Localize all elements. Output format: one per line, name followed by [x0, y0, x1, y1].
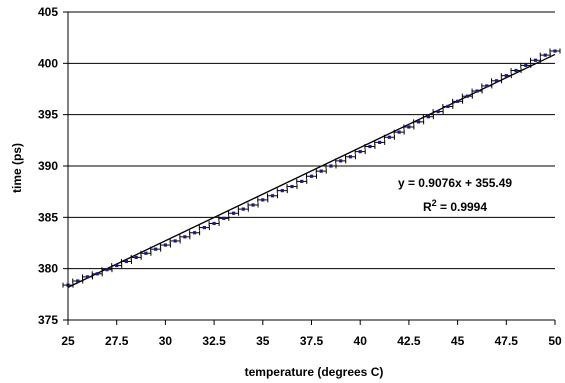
data-point — [426, 115, 430, 119]
data-point — [134, 255, 138, 259]
data-point — [309, 174, 314, 178]
data-point — [348, 155, 353, 159]
y-tick-label: 390 — [38, 159, 58, 173]
data-point — [553, 49, 557, 53]
axes — [63, 11, 556, 325]
x-tick-label: 37.5 — [300, 334, 324, 348]
data-point — [485, 84, 489, 88]
x-tick-label: 30 — [159, 334, 173, 348]
data-point — [261, 198, 265, 202]
r-squared-value: = 0.9994 — [437, 200, 488, 214]
data-point — [397, 130, 401, 134]
x-tick-label: 40 — [354, 334, 368, 348]
data-point — [407, 125, 411, 129]
data-point — [270, 194, 275, 198]
y-tick-label: 380 — [38, 262, 58, 276]
data-point — [446, 104, 450, 109]
data-point — [329, 164, 333, 168]
r-squared-prefix: R — [423, 200, 432, 214]
data-point — [524, 63, 528, 67]
data-point — [183, 235, 187, 239]
x-tick-label: 47.5 — [495, 334, 519, 348]
x-tick-label: 35 — [256, 334, 270, 348]
trendline-group — [67, 53, 556, 288]
data-point — [514, 68, 518, 73]
data-point — [85, 275, 90, 279]
x-tick-label: 45 — [451, 334, 465, 348]
y-tick-label: 375 — [38, 313, 58, 327]
data-point — [76, 279, 80, 283]
gridlines — [68, 11, 555, 270]
x-tick-labels: 25 27.5 30 32.5 35 37.5 40 42.5 45 47.5 50 — [61, 334, 562, 348]
data-point — [154, 247, 158, 251]
x-axis-label: temperature (degrees C) — [245, 365, 384, 379]
x-tick-label: 32.5 — [202, 334, 226, 348]
data-point — [280, 189, 284, 193]
x-tick-label: 25 — [61, 334, 75, 348]
y-tick-label: 405 — [38, 5, 58, 19]
data-point — [115, 263, 119, 268]
y-tick-label: 395 — [38, 108, 58, 122]
data-point — [231, 211, 236, 215]
data-point — [465, 94, 469, 98]
data-point — [358, 150, 362, 154]
data-points — [66, 49, 557, 287]
data-point — [124, 259, 129, 264]
data-point — [533, 58, 538, 62]
y-tick-label: 400 — [38, 56, 58, 70]
data-point — [319, 169, 323, 173]
y-tick-labels: 375 380 385 390 395 400 405 — [38, 5, 58, 327]
data-point — [241, 207, 245, 211]
data-point — [290, 184, 294, 189]
data-point — [504, 74, 508, 78]
data-point — [417, 120, 421, 124]
data-point — [202, 226, 206, 230]
data-point — [251, 203, 255, 207]
data-point — [222, 216, 226, 220]
data-point — [368, 144, 372, 149]
data-point — [95, 272, 99, 276]
data-point — [456, 99, 460, 103]
x-tick-label: 50 — [548, 334, 562, 348]
trendline-annotation: y = 0.9076x + 355.49 R2 = 0.9994 — [398, 176, 512, 214]
x-tick-label: 27.5 — [105, 334, 129, 348]
data-point — [387, 135, 392, 139]
y-tick-label: 385 — [38, 210, 58, 224]
data-point — [494, 79, 499, 83]
trendline-equation: y = 0.9076x + 355.49 — [398, 176, 512, 190]
data-point — [212, 221, 216, 226]
data-point — [173, 239, 177, 243]
data-point — [436, 109, 440, 114]
data-point — [163, 243, 167, 247]
data-point — [105, 268, 109, 272]
data-point — [144, 251, 148, 255]
x-tick-label: 42.5 — [397, 334, 421, 348]
data-point — [475, 89, 479, 93]
r-squared-label: R2 = 0.9994 — [423, 198, 487, 214]
data-point — [339, 159, 343, 163]
r-squared-superscript: 2 — [432, 198, 437, 208]
data-point — [378, 140, 382, 144]
data-point — [543, 53, 547, 57]
data-point — [300, 179, 304, 183]
trendline — [67, 53, 556, 288]
y-axis-label: time (ps) — [10, 143, 24, 193]
data-point — [193, 231, 197, 235]
